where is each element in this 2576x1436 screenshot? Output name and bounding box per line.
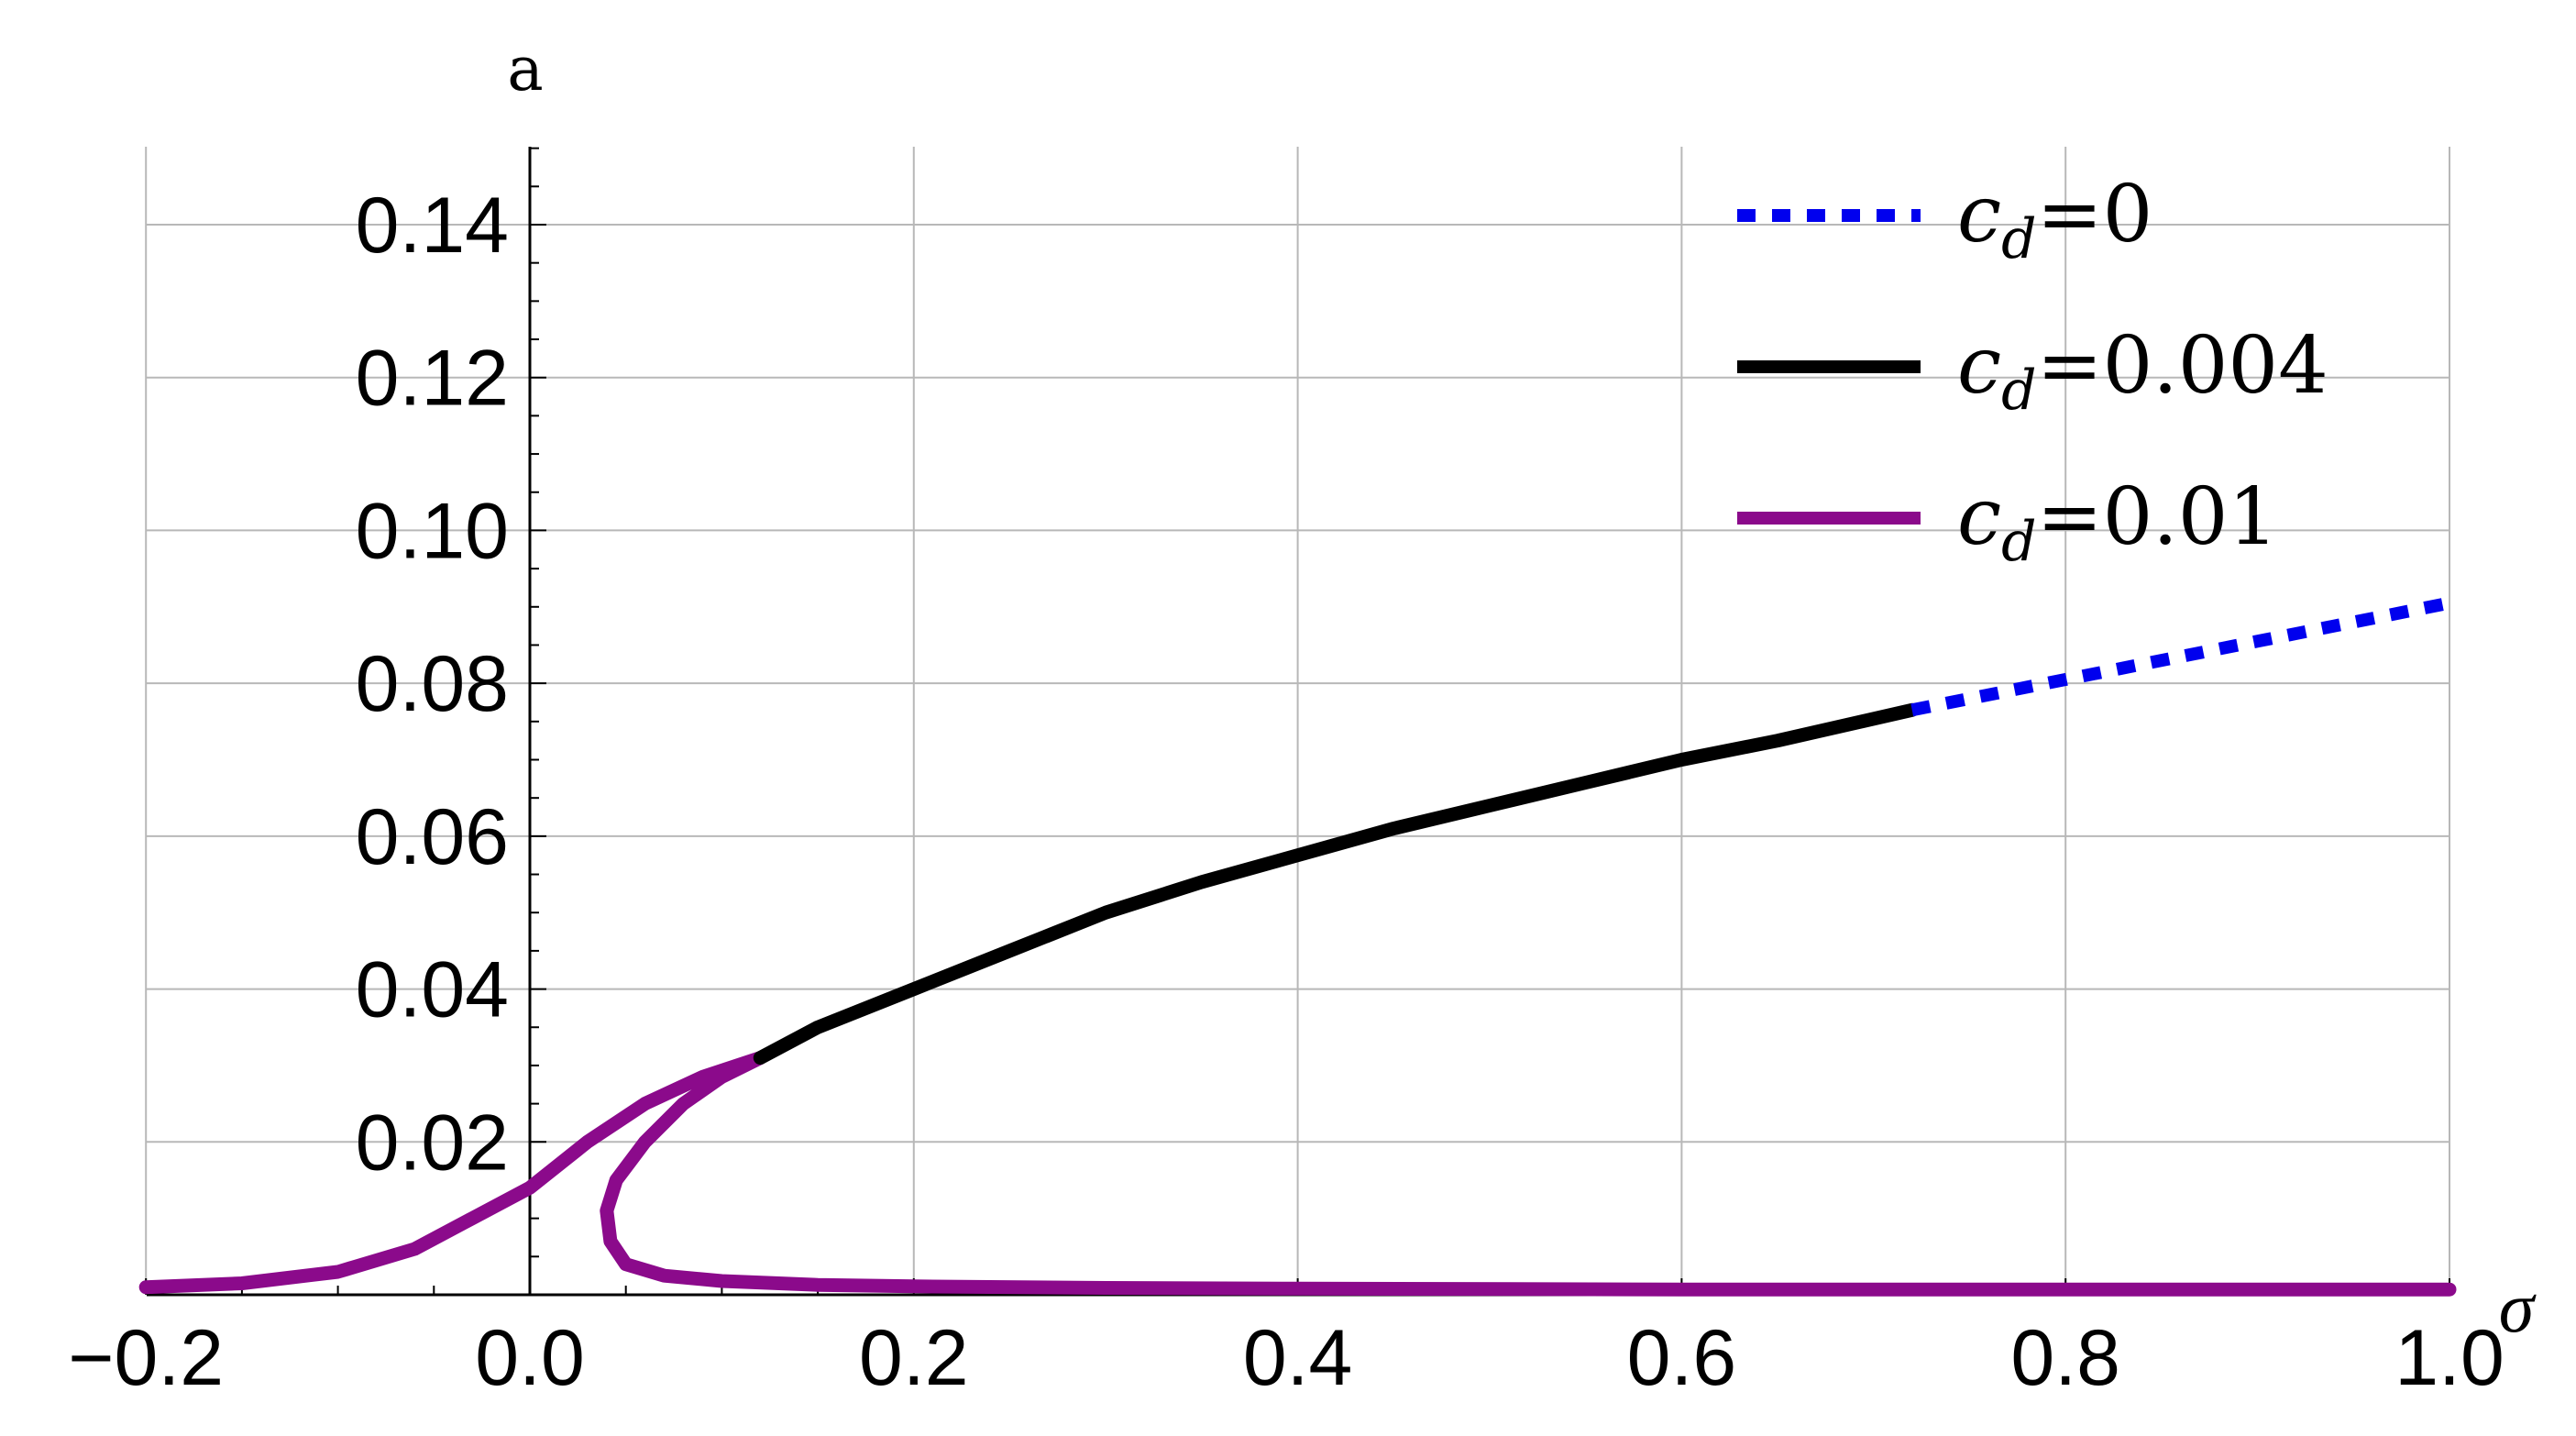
y-axis-label: a — [507, 34, 543, 105]
series-line-1 — [753, 702, 1920, 1066]
tick-labels: −0.2 0.0 0.2 0.4 0.6 0.8 1.0 0.02 0.04 0.06 0.08 0.… — [68, 182, 2504, 1402]
x-tick-label: −0.2 — [68, 1314, 224, 1402]
y-tick-label: 0.10 — [356, 487, 509, 575]
series-line-2 — [138, 1051, 2457, 1297]
y-tick-label: 0.12 — [356, 335, 509, 423]
x-tick-label: 0.0 — [475, 1314, 585, 1402]
legend-label-1: cd=0.004 — [1957, 320, 2328, 423]
x-tick-label: 1.0 — [2394, 1314, 2504, 1402]
y-tick-label: 0.04 — [356, 946, 509, 1034]
x-tick-label: 0.6 — [1627, 1314, 1737, 1402]
legend-label-0: cd=0 — [1957, 169, 2152, 271]
y-tick-label: 0.08 — [356, 640, 509, 728]
x-axis-label: σ — [2499, 1267, 2537, 1347]
legend-label-2: cd=0.01 — [1957, 471, 2278, 574]
series-line-0 — [1910, 596, 2451, 717]
x-tick-label: 0.4 — [1243, 1314, 1353, 1402]
y-tick-label: 0.02 — [356, 1099, 509, 1187]
x-tick-label: 0.2 — [859, 1314, 969, 1402]
y-tick-label: 0.06 — [356, 793, 509, 881]
y-tick-label: 0.14 — [356, 182, 509, 270]
series — [138, 596, 2457, 1297]
x-tick-label: 0.8 — [2010, 1314, 2120, 1402]
legend: cd=0 cd=0.004 cd=0.01 — [1737, 169, 2328, 574]
